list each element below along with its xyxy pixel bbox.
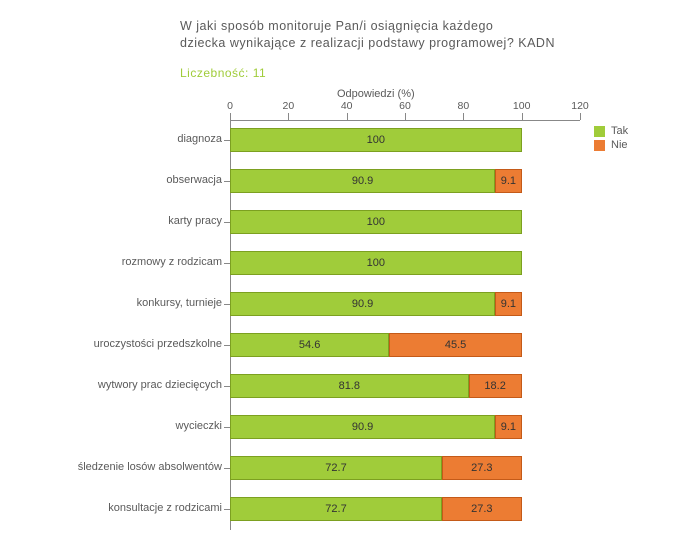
legend-label-tak: Tak xyxy=(611,125,628,137)
x-tick-mark xyxy=(522,113,523,120)
x-tick-mark xyxy=(347,113,348,120)
category-label: wytwory prac dziecięcych xyxy=(98,379,222,391)
x-tick-label: 0 xyxy=(227,100,233,112)
bar-value-tak: 72.7 xyxy=(325,462,346,474)
x-tick-label: 60 xyxy=(399,100,411,112)
x-tick-mark xyxy=(463,113,464,120)
bar-value-tak: 90.9 xyxy=(352,298,373,310)
x-tick-mark xyxy=(580,113,581,120)
x-tick-label: 20 xyxy=(282,100,294,112)
bar-tak: 100 xyxy=(230,251,522,275)
bar-value-nie: 18.2 xyxy=(484,380,505,392)
bar-value-nie: 27.3 xyxy=(471,503,492,515)
bar-value-tak: 100 xyxy=(367,216,385,228)
bar-nie: 27.3 xyxy=(442,456,522,480)
bar-tak: 100 xyxy=(230,210,522,234)
x-tick-mark xyxy=(405,113,406,120)
bar-nie: 9.1 xyxy=(495,292,522,316)
legend-swatch-nie xyxy=(594,140,605,151)
x-tick-label: 120 xyxy=(571,100,589,112)
bar-tak: 100 xyxy=(230,128,522,152)
chart-subtitle: Liczebność: 11 xyxy=(180,66,266,80)
legend-item-nie: Nie xyxy=(594,139,628,151)
bar-value-nie: 9.1 xyxy=(501,421,516,433)
bar-value-tak: 54.6 xyxy=(299,339,320,351)
bar-tak: 72.7 xyxy=(230,456,442,480)
legend: Tak Nie xyxy=(594,125,628,153)
category-label: obserwacja xyxy=(166,174,222,186)
bar-tak: 90.9 xyxy=(230,415,495,439)
category-label: diagnoza xyxy=(177,133,222,145)
category-label: konkursy, turnieje xyxy=(137,297,222,309)
bar-value-tak: 81.8 xyxy=(339,380,360,392)
category-label: wycieczki xyxy=(176,420,222,432)
chart-title: W jaki sposób monitoruje Pan/i osiągnięc… xyxy=(180,18,555,52)
bar-nie: 45.5 xyxy=(389,333,522,357)
x-tick-label: 100 xyxy=(513,100,531,112)
bar-value-tak: 100 xyxy=(367,134,385,146)
x-tick-mark xyxy=(288,113,289,120)
x-tick-label: 40 xyxy=(341,100,353,112)
category-label: karty pracy xyxy=(168,215,222,227)
bar-value-tak: 90.9 xyxy=(352,421,373,433)
legend-label-nie: Nie xyxy=(611,139,628,151)
category-label: śledzenie losów absolwentów xyxy=(78,461,222,473)
bar-value-nie: 45.5 xyxy=(445,339,466,351)
bar-tak: 72.7 xyxy=(230,497,442,521)
legend-swatch-tak xyxy=(594,126,605,137)
chart-container: W jaki sposób monitoruje Pan/i osiągnięc… xyxy=(0,0,680,560)
category-label: konsultacje z rodzicami xyxy=(108,502,222,514)
bar-value-nie: 9.1 xyxy=(501,298,516,310)
bar-value-nie: 9.1 xyxy=(501,175,516,187)
bar-tak: 54.6 xyxy=(230,333,389,357)
legend-item-tak: Tak xyxy=(594,125,628,137)
bar-nie: 9.1 xyxy=(495,415,522,439)
bar-value-tak: 100 xyxy=(367,257,385,269)
x-tick-label: 80 xyxy=(457,100,469,112)
x-axis-title: Odpowiedzi (%) xyxy=(230,88,522,100)
bar-value-tak: 72.7 xyxy=(325,503,346,515)
category-label: rozmowy z rodzicam xyxy=(122,256,222,268)
title-line2: dziecka wynikające z realizacji podstawy… xyxy=(180,36,555,50)
bar-tak: 81.8 xyxy=(230,374,469,398)
bar-nie: 9.1 xyxy=(495,169,522,193)
category-label: uroczystości przedszkolne xyxy=(94,338,222,350)
bar-nie: 27.3 xyxy=(442,497,522,521)
x-tick-mark xyxy=(230,113,231,120)
bar-value-nie: 27.3 xyxy=(471,462,492,474)
bar-nie: 18.2 xyxy=(469,374,522,398)
bar-value-tak: 90.9 xyxy=(352,175,373,187)
bar-tak: 90.9 xyxy=(230,292,495,316)
title-line1: W jaki sposób monitoruje Pan/i osiągnięc… xyxy=(180,19,493,33)
bar-tak: 90.9 xyxy=(230,169,495,193)
